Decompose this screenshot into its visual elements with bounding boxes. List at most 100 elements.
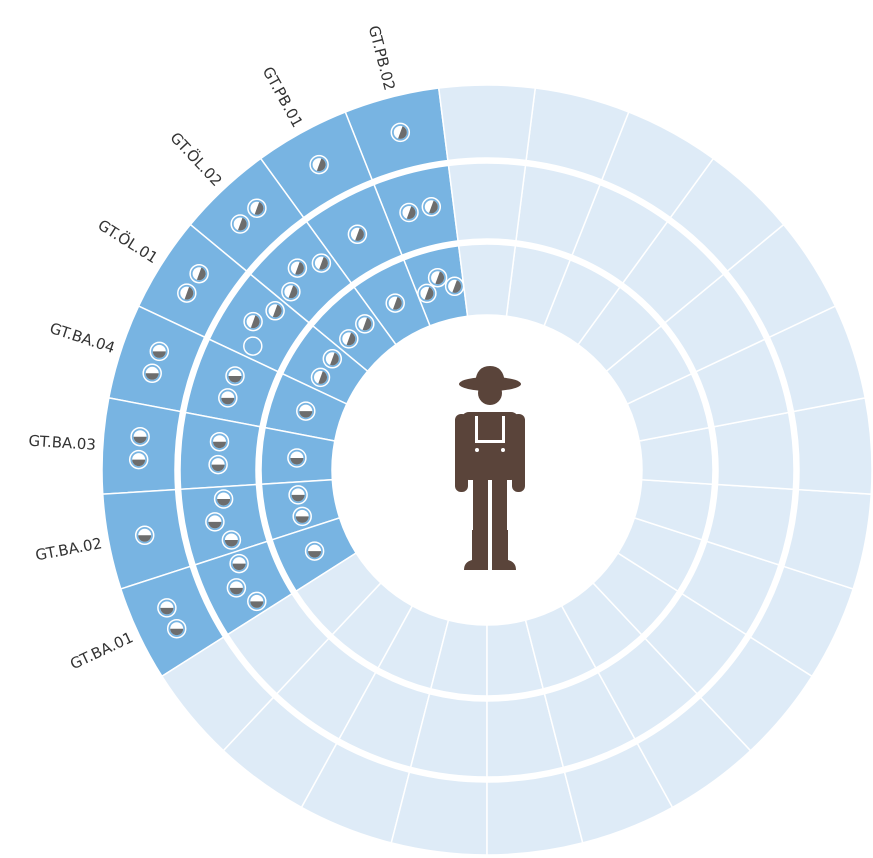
icon — [310, 367, 331, 388]
icon — [347, 224, 368, 245]
icon-half — [184, 286, 194, 300]
icon — [243, 311, 263, 332]
segment-label: GT.BA.03 — [28, 432, 96, 454]
icon-half — [211, 464, 225, 472]
empty-cell — [437, 84, 537, 162]
icon-ring — [355, 314, 375, 334]
icon-half — [392, 296, 402, 310]
segment-label: GT.BA.04 — [47, 319, 117, 357]
icon — [226, 578, 247, 598]
icon-ring — [390, 122, 411, 143]
empty-cell — [792, 396, 873, 495]
icon — [281, 281, 301, 302]
icon-half — [316, 158, 326, 172]
icon — [390, 122, 411, 143]
icon — [247, 198, 267, 218]
icon-ring — [128, 449, 149, 470]
icon-ring — [304, 541, 325, 561]
icon-ring — [247, 591, 267, 612]
empty-cell — [300, 742, 411, 844]
icon-half — [330, 352, 339, 366]
icon — [177, 283, 197, 303]
icon — [309, 154, 329, 175]
icon-half — [398, 126, 407, 139]
icon-ring — [218, 388, 238, 408]
icon — [311, 253, 332, 273]
icon-ring — [166, 618, 187, 639]
icon-ring — [292, 506, 312, 527]
icon-half — [196, 267, 206, 281]
icon-half — [228, 376, 242, 383]
icon — [218, 388, 238, 408]
icon-ring — [339, 329, 359, 349]
icon-ring — [385, 293, 405, 313]
icon-ring — [142, 363, 162, 384]
ring-separator — [256, 239, 718, 701]
empty-cell — [636, 696, 752, 809]
icon-half — [160, 607, 174, 615]
icon-ring — [134, 525, 155, 546]
icon — [287, 258, 308, 278]
icon-ring — [213, 489, 234, 509]
icon-ring — [347, 224, 368, 245]
icon-half — [424, 287, 434, 300]
icon-half — [272, 304, 282, 318]
icon-ring — [444, 276, 465, 297]
icon-half — [355, 228, 364, 241]
empty-cell — [457, 243, 517, 318]
empty-cell — [390, 771, 488, 856]
icon-ring — [157, 598, 177, 618]
icon — [385, 293, 405, 313]
icon — [304, 541, 325, 561]
icon-half — [221, 397, 235, 405]
icon-half — [133, 436, 147, 444]
icon — [417, 283, 437, 304]
icon-half — [229, 587, 243, 595]
icon-ring — [149, 341, 170, 362]
ring-separator — [175, 158, 799, 782]
icon-ring — [221, 530, 242, 550]
icon — [166, 618, 187, 639]
icon-half — [208, 521, 222, 529]
icon-ring — [427, 267, 448, 288]
icon-half — [406, 206, 416, 219]
icon — [209, 431, 230, 452]
icon — [296, 401, 316, 421]
icon-ring — [288, 485, 308, 505]
segment-label: GT.PB.01 — [259, 64, 307, 131]
icon-ring — [208, 454, 228, 475]
icon-half — [138, 535, 152, 542]
icon-ring — [226, 578, 247, 598]
farmer-figure — [455, 366, 525, 570]
icon-half — [299, 411, 313, 418]
icon-ring — [189, 263, 209, 284]
icon-half — [295, 261, 304, 275]
icon-half — [319, 256, 328, 270]
icon — [134, 525, 155, 546]
icon — [427, 267, 448, 288]
icon — [229, 553, 249, 574]
icon-half — [152, 351, 166, 358]
icon — [247, 591, 267, 612]
icon-ring — [322, 349, 343, 369]
icon-half — [170, 628, 184, 636]
icon-half — [291, 494, 305, 502]
icon-half — [224, 540, 238, 547]
icon — [230, 214, 250, 234]
icon — [444, 276, 465, 297]
icon-ring — [287, 258, 308, 278]
icon — [213, 489, 234, 509]
icon-ring — [177, 283, 197, 303]
icon-ring — [209, 431, 230, 452]
icon-ring — [311, 253, 332, 273]
icon — [142, 363, 162, 384]
icon-ring — [225, 366, 245, 386]
icon — [243, 336, 263, 356]
icon-ring — [417, 283, 437, 304]
empty-cell — [447, 162, 527, 242]
icon — [208, 454, 228, 475]
icon-half — [318, 371, 327, 384]
icon-half — [288, 285, 298, 299]
icon-ring — [287, 448, 307, 468]
